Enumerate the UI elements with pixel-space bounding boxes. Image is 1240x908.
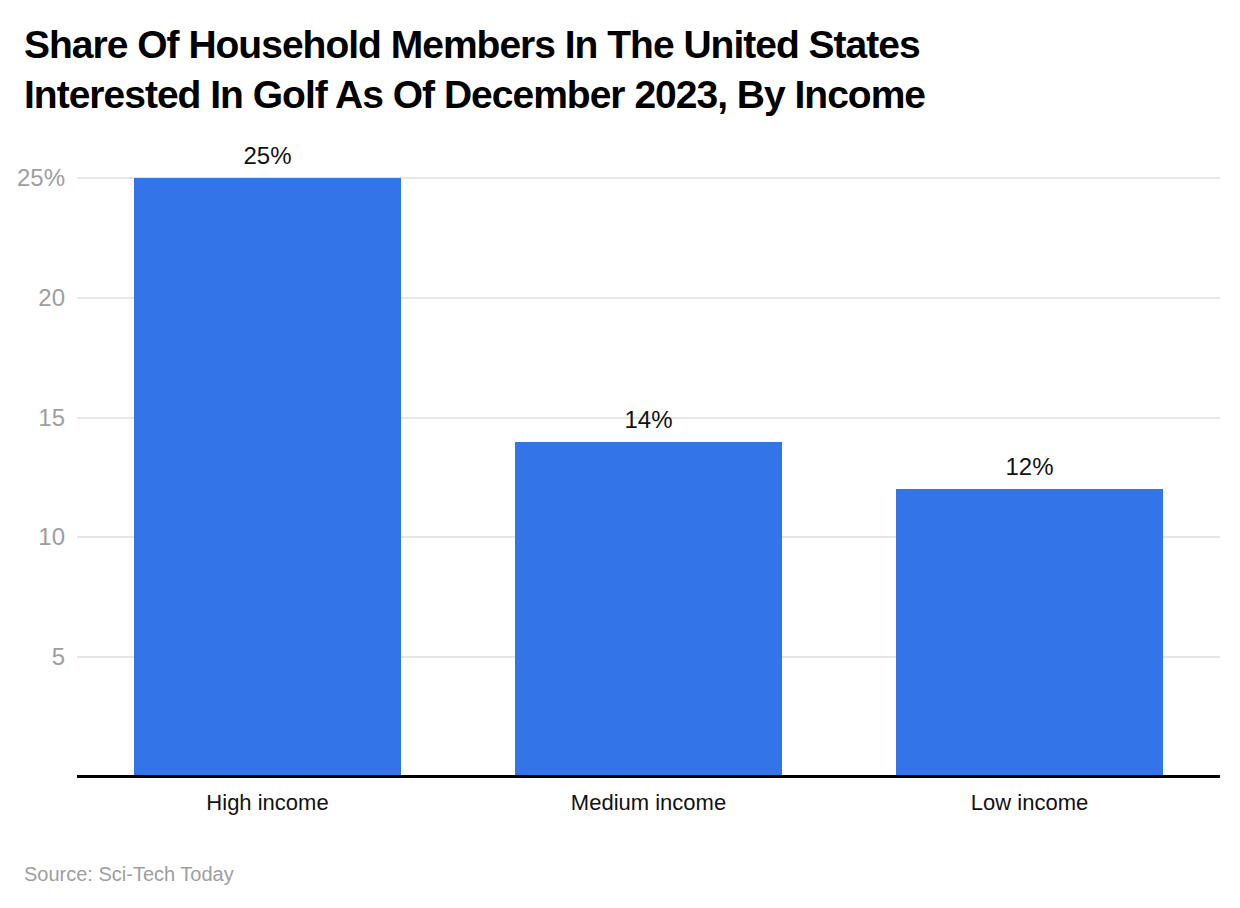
bar-value-label: 12% xyxy=(839,453,1220,481)
y-axis-tick-label: 15 xyxy=(0,403,65,433)
chart-title: Share Of Household Members In The United… xyxy=(24,20,925,120)
chart-container: Share Of Household Members In The United… xyxy=(0,0,1240,908)
bar-value-label: 14% xyxy=(458,406,839,434)
chart-title-line-1: Share Of Household Members In The United… xyxy=(24,20,925,70)
chart-title-line-2: Interested In Golf As Of December 2023, … xyxy=(24,70,925,120)
x-axis-category-label: Medium income xyxy=(458,788,839,818)
bar-low-income xyxy=(896,489,1163,777)
y-axis-tick-label: 10 xyxy=(0,522,65,552)
bar-high-income xyxy=(134,178,401,777)
source-text: Source: Sci-Tech Today xyxy=(24,862,234,886)
bar-medium-income xyxy=(515,442,782,777)
x-axis-category-label: Low income xyxy=(839,788,1220,818)
x-axis-line xyxy=(77,775,1220,778)
y-axis-tick-label: 20 xyxy=(0,283,65,313)
y-axis-tick-label: 5 xyxy=(0,642,65,672)
bar-value-label: 25% xyxy=(77,142,458,170)
x-axis-category-label: High income xyxy=(77,788,458,818)
y-axis-tick-label: 25% xyxy=(0,163,65,193)
